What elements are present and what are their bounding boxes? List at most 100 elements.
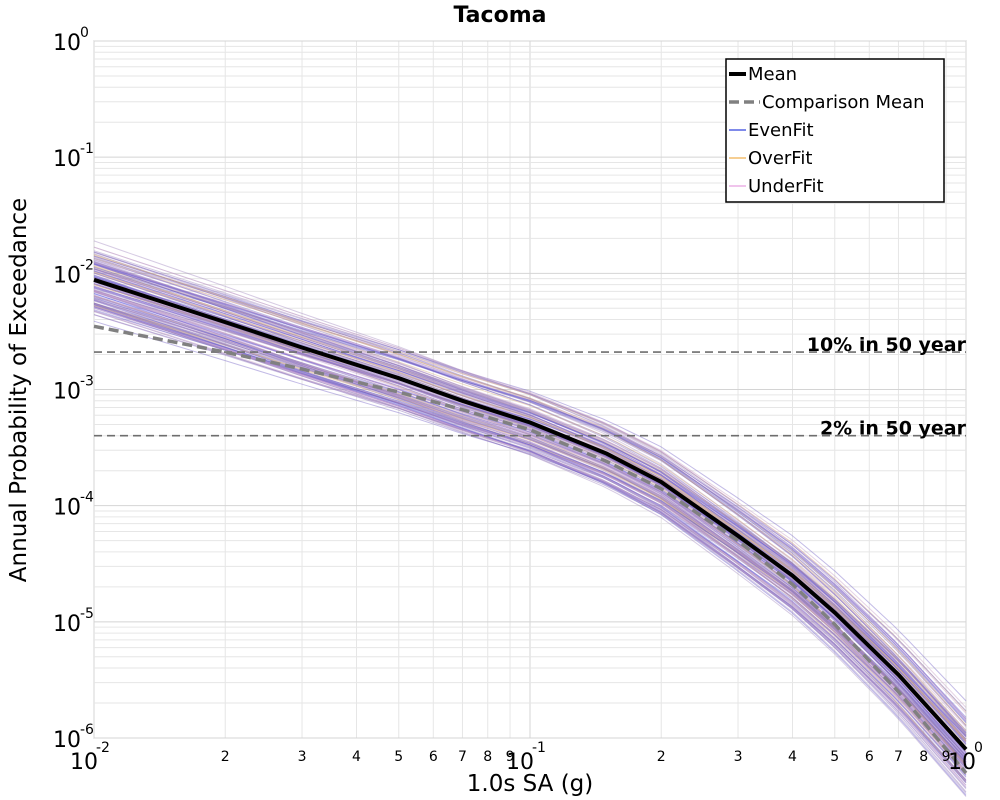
- branch-curve: [93, 283, 967, 731]
- branch-curve: [93, 310, 967, 763]
- branch-curve: [93, 255, 967, 736]
- x-tick-label: 10: [506, 750, 534, 775]
- branch-curve: [93, 306, 967, 776]
- branch-curve: [93, 305, 967, 797]
- y-tick-label: 10: [53, 380, 81, 405]
- branch-curve: [93, 271, 967, 741]
- x-minor-tick-label: 9: [506, 749, 515, 765]
- branch-curve: [93, 264, 967, 735]
- grid: [93, 40, 967, 739]
- branch-curve: [93, 246, 967, 726]
- branch-curve: [93, 268, 967, 740]
- branch-curve: [93, 307, 967, 759]
- x-minor-tick-label: 2: [657, 749, 666, 765]
- x-tick-label: 10: [948, 750, 976, 775]
- branch-curve: [93, 261, 967, 727]
- branch-curve: [93, 299, 967, 796]
- x-tick-exponent: -1: [532, 740, 546, 756]
- branch-curve: [93, 261, 967, 753]
- branch-curve: [93, 292, 967, 776]
- y-tick-exponent: -2: [80, 257, 94, 273]
- branch-curve: [93, 274, 967, 760]
- y-tick-exponent: -6: [80, 722, 94, 738]
- y-tick-label: 10: [53, 496, 81, 521]
- reference-label-1: 2% in 50 year: [820, 418, 967, 440]
- branch-curve: [93, 266, 967, 722]
- branch-curve: [93, 291, 967, 769]
- y-tick-exponent: -5: [80, 606, 94, 622]
- branch-curve: [93, 258, 967, 745]
- x-minor-tick-label: 5: [830, 749, 839, 765]
- branch-curve: [93, 314, 967, 759]
- y-tick-exponent: -3: [80, 374, 94, 390]
- branch-curve: [93, 300, 967, 751]
- branch-curve: [93, 285, 967, 775]
- branch-curve: [93, 305, 967, 782]
- x-minor-tick-label: 6: [865, 749, 874, 765]
- branch-curve: [93, 294, 967, 778]
- branch-curve: [93, 296, 967, 764]
- x-axis-label: 1.0s SA (g): [467, 771, 594, 797]
- legend-label-overfit: OverFit: [748, 148, 812, 169]
- x-minor-tick-label: 8: [483, 749, 492, 765]
- branch-curve: [93, 268, 967, 712]
- x-minor-tick-label: 2: [221, 749, 230, 765]
- branch-curve: [93, 279, 967, 765]
- branch-curve: [93, 295, 967, 788]
- branch-curve: [93, 310, 967, 773]
- y-tick-label: 10: [53, 728, 81, 753]
- branch-curve: [93, 290, 967, 772]
- y-tick-label: 10: [53, 31, 81, 56]
- x-minor-tick-label: 5: [394, 749, 403, 765]
- branch-curve: [93, 257, 967, 720]
- chart-title: Tacoma: [454, 3, 547, 28]
- x-tick-label: 10: [70, 750, 98, 775]
- x-minor-tick-label: 3: [298, 749, 307, 765]
- branch-curve: [93, 302, 967, 767]
- branch-curve: [93, 295, 967, 765]
- branch-curve: [93, 287, 967, 738]
- branch-curve: [93, 260, 967, 749]
- branch-curve: [93, 307, 967, 766]
- x-minor-tick-label: 4: [788, 749, 797, 765]
- legend: Mean Comparison Mean EvenFit OverFit Und…: [725, 58, 945, 203]
- branch-curve: [93, 262, 967, 718]
- branch-curve: [93, 303, 967, 760]
- branch-curve: [93, 276, 967, 740]
- branch-curve: [93, 291, 967, 793]
- branch-curve: [93, 281, 967, 768]
- branch-curve: [93, 281, 967, 776]
- y-tick-exponent: 0: [80, 25, 89, 41]
- branch-curve: [93, 263, 967, 763]
- branch-curve: [93, 268, 967, 734]
- x-minor-tick-label: 7: [894, 749, 903, 765]
- branch-curve: [93, 270, 967, 745]
- branch-curve: [93, 246, 967, 714]
- branch-curve: [93, 298, 967, 794]
- reference-lines: 10% in 50 year 2% in 50 year: [94, 334, 967, 440]
- legend-label-evenfit: EvenFit: [748, 120, 814, 141]
- y-tick-label: 10: [53, 612, 81, 637]
- branch-curve: [93, 255, 967, 702]
- branch-curve: [93, 281, 967, 763]
- branch-curve: [93, 254, 967, 712]
- branch-curve: [93, 283, 967, 766]
- branch-curve: [93, 240, 967, 737]
- branch-curve: [93, 309, 967, 757]
- branch-curve: [93, 289, 967, 753]
- branch-curve: [93, 266, 967, 761]
- branch-curve: [93, 268, 967, 728]
- branch-curve: [93, 305, 967, 765]
- reference-label-0: 10% in 50 year: [807, 334, 967, 356]
- branch-curve: [93, 302, 967, 775]
- branch-curve: [93, 300, 967, 790]
- branch-curve: [93, 298, 967, 763]
- legend-label-mean: Mean: [748, 64, 797, 85]
- x-tick-exponent: -2: [96, 740, 110, 756]
- branch-curve: [93, 299, 967, 774]
- branch-curve: [93, 320, 967, 769]
- branch-curve: [93, 277, 967, 742]
- series-line-mean: [93, 277, 968, 751]
- y-tick-label: 10: [53, 147, 81, 172]
